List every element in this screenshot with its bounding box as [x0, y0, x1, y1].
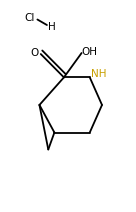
Text: NH: NH: [91, 69, 106, 79]
Text: H: H: [48, 21, 55, 32]
Text: O: O: [31, 48, 39, 58]
Text: Cl: Cl: [25, 13, 35, 23]
Text: OH: OH: [81, 47, 97, 57]
